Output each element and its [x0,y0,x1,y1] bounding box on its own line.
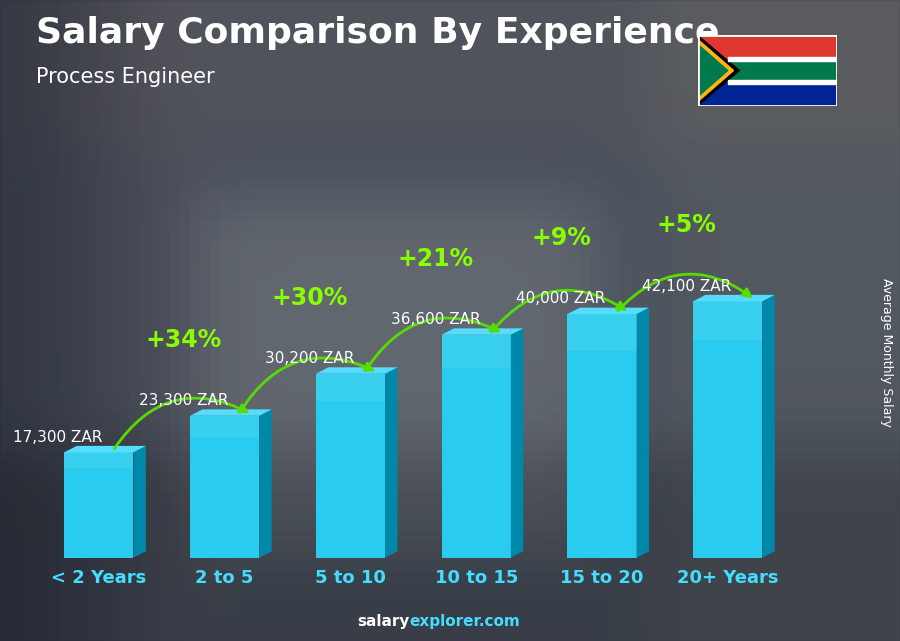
Polygon shape [762,295,775,558]
Polygon shape [511,328,523,558]
Text: +30%: +30% [272,286,347,310]
Polygon shape [442,328,523,335]
Text: Average Monthly Salary: Average Monthly Salary [880,278,893,427]
Text: Salary Comparison By Experience: Salary Comparison By Experience [36,16,719,50]
Polygon shape [64,446,146,453]
FancyArrowPatch shape [617,274,751,311]
Text: 17,300 ZAR: 17,300 ZAR [14,429,103,445]
Bar [728,80,837,84]
Bar [728,57,837,61]
Polygon shape [316,374,385,558]
FancyArrowPatch shape [491,290,625,331]
Polygon shape [190,416,259,437]
Polygon shape [442,335,511,368]
Polygon shape [190,416,259,558]
Polygon shape [693,295,775,301]
Polygon shape [698,39,733,102]
Polygon shape [316,367,398,374]
Polygon shape [316,374,385,401]
Text: Process Engineer: Process Engineer [36,67,214,87]
Polygon shape [698,44,728,97]
Bar [698,59,837,82]
Polygon shape [567,314,636,558]
Polygon shape [442,335,511,558]
Text: 23,300 ZAR: 23,300 ZAR [139,393,229,408]
Polygon shape [693,301,762,558]
Polygon shape [64,453,133,468]
Bar [698,82,837,106]
FancyArrowPatch shape [114,398,248,449]
Text: 42,100 ZAR: 42,100 ZAR [643,279,732,294]
Text: 40,000 ZAR: 40,000 ZAR [517,292,606,306]
Polygon shape [693,301,762,340]
FancyArrowPatch shape [240,358,373,412]
Polygon shape [567,308,649,314]
Polygon shape [698,35,740,106]
Polygon shape [385,367,398,558]
FancyArrowPatch shape [365,318,499,370]
Polygon shape [259,410,272,558]
Bar [698,35,837,59]
Text: salary: salary [357,615,410,629]
Text: +21%: +21% [397,247,473,271]
Polygon shape [190,410,272,416]
Text: 36,600 ZAR: 36,600 ZAR [391,312,480,327]
Text: +9%: +9% [531,226,591,250]
Text: +5%: +5% [657,213,716,237]
Text: 30,200 ZAR: 30,200 ZAR [265,351,355,366]
Polygon shape [636,308,649,558]
Text: explorer.com: explorer.com [410,615,520,629]
Polygon shape [133,446,146,558]
Polygon shape [64,453,133,558]
Polygon shape [567,314,636,351]
Text: +34%: +34% [146,328,222,352]
